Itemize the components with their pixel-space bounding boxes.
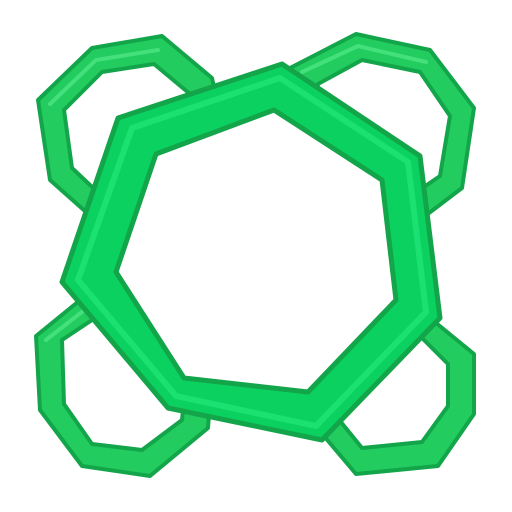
central-heptagon-ring <box>59 61 443 443</box>
